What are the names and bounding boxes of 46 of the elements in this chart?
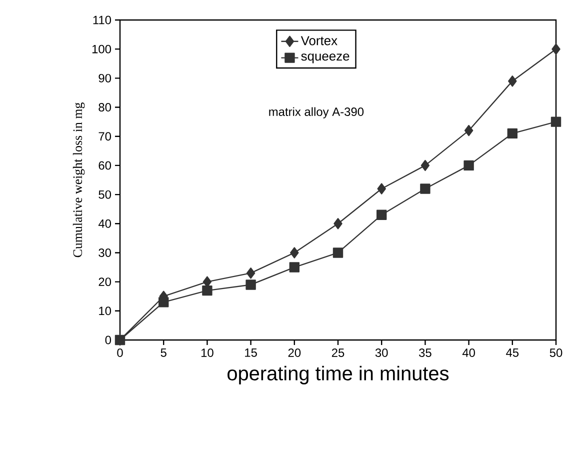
x-tick-label: 20 — [288, 348, 301, 357]
legend-label: Vortex — [300, 36, 338, 46]
y-axis-title: Cumulative weight loss in mg — [72, 102, 85, 258]
y-tick-label: 110 — [93, 16, 112, 24]
y-tick-label: 0 — [105, 336, 112, 344]
point — [158, 297, 169, 308]
annotation: matrix alloy A-390 — [269, 107, 364, 118]
point — [507, 128, 518, 139]
point — [464, 124, 474, 136]
point — [246, 267, 256, 279]
x-tick-label: 40 — [462, 348, 475, 357]
x-tick-label: 25 — [332, 348, 344, 357]
x-tick-label: 5 — [160, 348, 166, 357]
legend-label: squeeze — [301, 54, 350, 64]
x-axis-title: operating time in minutes — [228, 366, 449, 384]
point — [202, 285, 212, 296]
y-tick-label: 80 — [98, 103, 112, 112]
point — [377, 183, 386, 194]
point — [289, 262, 300, 272]
y-tick-label: 40 — [98, 219, 112, 228]
y-tick-label: 70 — [98, 132, 112, 141]
x-tick-label: 0 — [117, 348, 123, 357]
point — [290, 247, 299, 258]
y-tick-label: 100 — [92, 44, 112, 54]
x-tick-label: 45 — [506, 348, 519, 357]
point — [508, 75, 517, 87]
y-tick-label: 60 — [98, 161, 112, 170]
point — [420, 160, 430, 172]
point — [552, 43, 560, 55]
point — [420, 184, 430, 194]
point — [246, 280, 256, 290]
y-tick-label: 90 — [98, 74, 112, 82]
y-tick-label: 20 — [98, 278, 112, 286]
y-tick-label: 10 — [99, 306, 112, 316]
x-tick-label: 10 — [201, 348, 214, 357]
x-tick-label: 35 — [419, 348, 432, 357]
point — [376, 210, 387, 220]
point — [334, 218, 342, 230]
y-tick-label: 50 — [98, 190, 112, 199]
x-tick-label: 50 — [550, 348, 562, 357]
y-tick-label: 30 — [98, 248, 112, 257]
point — [464, 160, 474, 171]
point — [550, 116, 562, 127]
x-tick-label: 30 — [375, 348, 388, 357]
point — [332, 248, 344, 258]
x-tick-label: 15 — [245, 348, 257, 357]
